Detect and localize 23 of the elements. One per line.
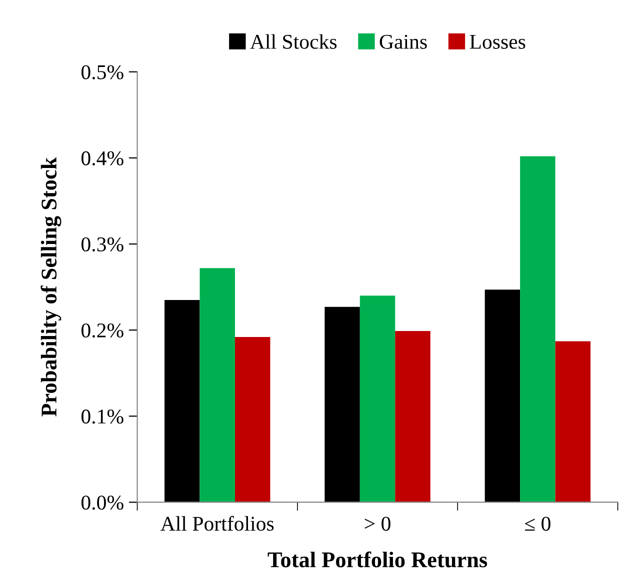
bar [520, 156, 556, 502]
bar [234, 336, 270, 502]
bar [395, 330, 430, 502]
y-tick-label: 0.4% [81, 151, 124, 166]
legend-label: Losses [470, 35, 526, 49]
x-tick-label: ≤ 0 [525, 516, 550, 531]
y-tick-label: 0.3% [81, 237, 124, 252]
y-axis-title: Probability of Selling Stock [40, 157, 62, 416]
bar [200, 268, 235, 502]
y-tick-label: 0.1% [81, 410, 124, 424]
bar [555, 341, 591, 502]
x-tick-label: All Portfolios [160, 516, 274, 531]
bar [484, 290, 520, 502]
y-tick-label: 0.2% [81, 323, 124, 338]
legend-label: All Stocks [250, 34, 337, 49]
legend-label: Gains [380, 34, 427, 49]
x-tick-label: > 0 [364, 516, 390, 531]
y-tick-label: 0.5% [81, 65, 124, 80]
x-axis-title: Total Portfolio Returns [268, 551, 488, 568]
bar [324, 306, 360, 502]
y-tick-label: 0.0% [81, 496, 124, 510]
bar [360, 296, 396, 502]
bar [164, 300, 200, 502]
